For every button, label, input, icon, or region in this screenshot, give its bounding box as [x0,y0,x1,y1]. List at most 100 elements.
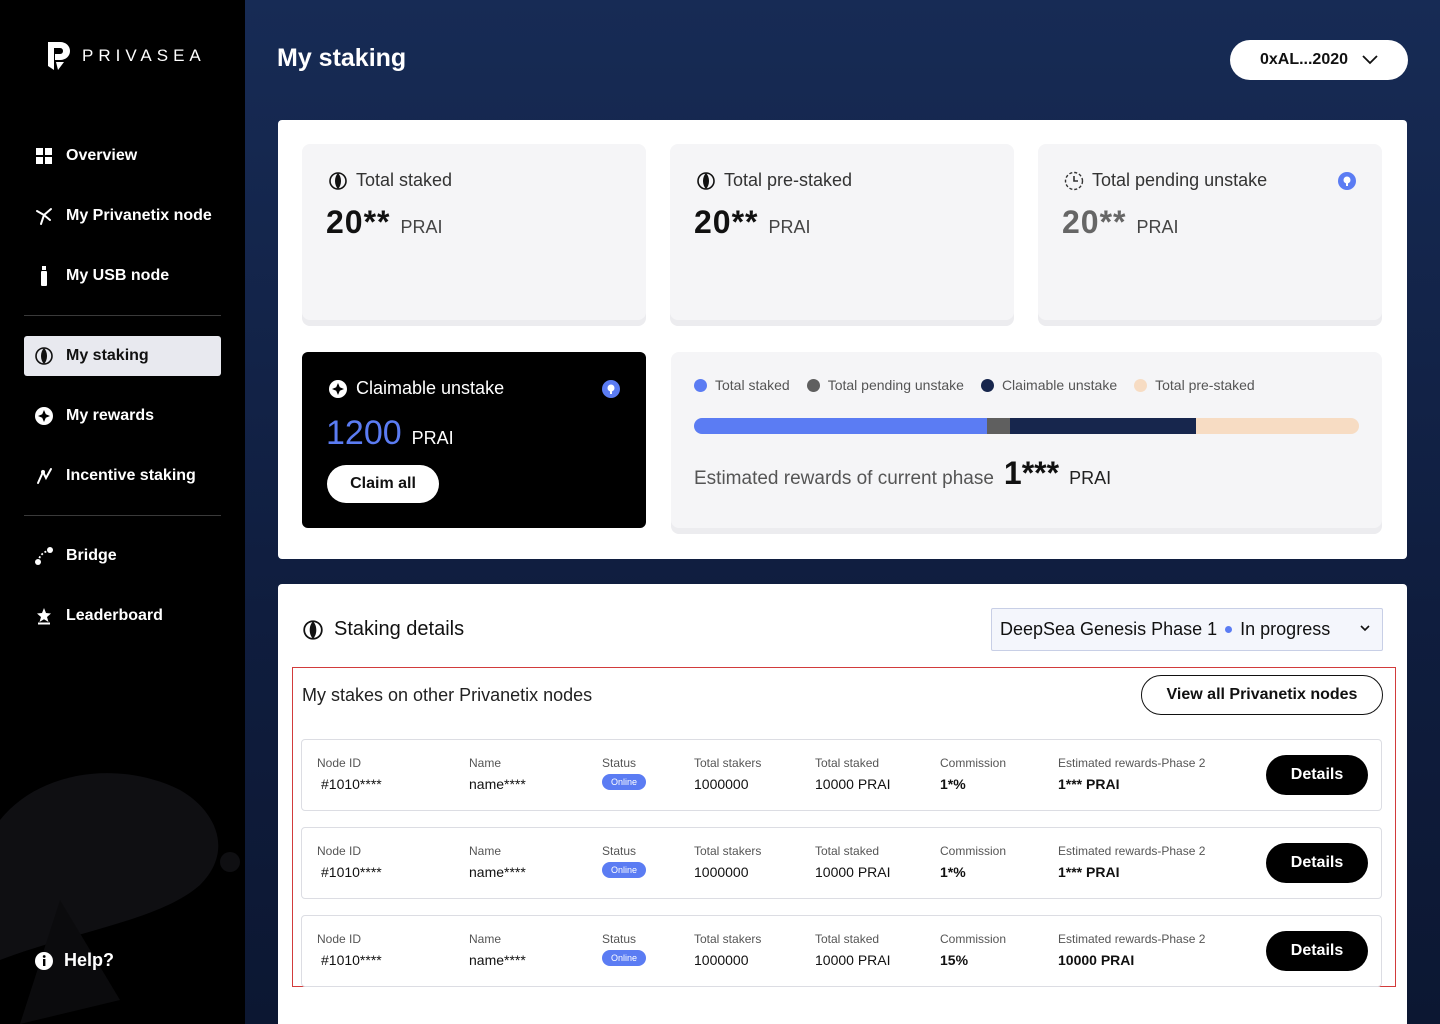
total-staked-value: 20** [326,204,391,240]
cell-value: 1000000 [694,776,749,792]
legend-item: Total staked [694,377,790,393]
cell-commission: Commission 15% [940,932,1006,968]
staking-icon [329,171,347,190]
column-header: Total staked [815,932,880,946]
total-pending-unstake-amount: 20** PRAI [1062,204,1179,241]
sidebar-item-my-rewards[interactable]: My rewards [24,396,221,436]
cell-value: #1010**** [321,776,382,792]
sidebar-item-label: My Privanetix node [66,207,212,224]
staking-details-panel: Staking details DeepSea Genesis Phase 1 … [278,584,1407,1024]
cell-value: 1*% [940,776,966,792]
column-header: Status [602,932,637,946]
cell-value: #1010**** [321,864,382,880]
column-header: Status [602,844,637,858]
column-header: Commission [940,932,1007,946]
estimated-rewards-value: 1*** [1003,455,1060,491]
claimable-value: 1200 [326,414,402,452]
legend-label: Claimable unstake [1001,377,1118,393]
details-button[interactable]: Details [1266,843,1368,883]
sidebar-item-usb-node[interactable]: My USB node [24,256,221,296]
total-pending-unstake-label: Total pending unstake [1092,170,1268,190]
legend-label: Total staked [715,377,790,393]
sidebar-item-overview[interactable]: Overview [24,136,221,176]
sidebar-item-label: My staking [66,347,149,364]
column-header: Commission [940,756,1007,770]
info-tooltip-icon[interactable] [1338,172,1356,195]
progress-segment [694,418,987,434]
legend-dot [980,378,994,392]
sidebar-divider [24,515,221,516]
staking-details-label: Staking details [334,618,465,640]
legend-label: Total pending unstake [827,377,964,393]
phase-selector[interactable]: DeepSea Genesis Phase 1 In progress [991,608,1383,651]
claimable-unit: PRAI [411,428,454,448]
node-icon [34,206,54,226]
progress-segment [1009,418,1197,434]
cell-value: 10000 PRAI [815,952,891,968]
wallet-selector[interactable]: 0xAL...2020 [1230,40,1408,80]
cell-value: 1*** PRAI [1058,776,1120,792]
sidebar-item-incentive-staking[interactable]: Incentive staking [24,456,221,496]
sidebar-item-label: My rewards [66,407,155,424]
view-all-nodes-button[interactable]: View all Privanetix nodes [1141,675,1383,715]
column-header: Total staked [815,844,880,858]
privasea-logo-icon [48,42,70,70]
leaderboard-icon [34,606,54,626]
staking-details-title: Staking details [302,618,464,641]
column-header: Commission [940,844,1007,858]
column-header: Total stakers [694,756,762,770]
cell-status: Status Online [602,932,647,966]
info-tooltip-icon[interactable] [602,380,620,403]
total-pre-staked-label: Total pre-staked [724,170,853,190]
brand-logo[interactable]: PRIVASEA [46,40,206,72]
card-label: Claimable unstake [328,378,504,399]
cell-total-staked: Total staked 10000 PRAI [815,932,891,968]
total-pending-unstake-unit: PRAI [1136,217,1179,237]
claim-all-button[interactable]: Claim all [327,465,439,503]
cell-status: Status Online [602,756,647,790]
help-link[interactable]: Help? [34,950,114,971]
sidebar-divider [24,315,221,316]
clock-icon [1064,171,1084,190]
column-header: Name [469,932,502,946]
cell-name: Name name**** [469,844,526,880]
column-header: Status [602,756,637,770]
cell-node-id: Node ID #1010**** [317,932,382,968]
details-button[interactable]: Details [1266,755,1368,795]
sidebar-item-bridge[interactable]: Bridge [24,536,221,576]
sidebar-item-leaderboard[interactable]: Leaderboard [24,596,221,636]
sidebar-item-label: My USB node [66,267,170,284]
total-pre-staked-card: Total pre-staked 20** PRAI [670,144,1014,320]
total-staked-label: Total staked [356,170,453,190]
total-staked-unit: PRAI [400,217,443,237]
claimable-unstake-label: Claimable unstake [356,378,505,398]
total-pending-unstake-card: Total pending unstake 20** PRAI [1038,144,1382,320]
rewards-icon [34,406,54,426]
chevron-down-icon [1362,55,1378,65]
total-pending-unstake-value: 20** [1062,204,1127,240]
card-label: Total staked [328,170,452,191]
cell-commission: Commission 1*% [940,844,1006,880]
claimable-unstake-card: Claimable unstake 1200 PRAI Claim all [302,352,646,528]
sidebar: PRIVASEA Overview My Privanetix node My … [0,0,245,1024]
column-header: Name [469,844,502,858]
cell-node-id: Node ID #1010**** [317,844,382,880]
page-title: My staking [277,44,407,72]
details-button[interactable]: Details [1266,931,1368,971]
legend-item: Total pre-staked [1134,377,1255,393]
column-header: Estimated rewards-Phase 2 [1058,756,1206,770]
cell-value: 1*% [940,864,966,880]
cell-value: 1000000 [694,864,749,880]
sidebar-item-privanetix-node[interactable]: My Privanetix node [24,196,221,236]
cell-value: #1010**** [321,952,382,968]
column-header: Estimated rewards-Phase 2 [1058,844,1206,858]
total-pre-staked-value: 20** [694,204,759,240]
claimable-amount: 1200 PRAI [326,414,454,453]
sidebar-item-label: Bridge [66,547,117,564]
cell-total-stakers: Total stakers 1000000 [694,932,761,968]
table-row: Node ID #1010**** Name name**** Status Online… [301,739,1382,811]
column-header: Estimated rewards-Phase 2 [1058,932,1206,946]
cell-value: 1000000 [694,952,749,968]
sidebar-item-my-staking[interactable]: My staking [24,336,221,376]
column-header: Node ID [317,844,362,858]
